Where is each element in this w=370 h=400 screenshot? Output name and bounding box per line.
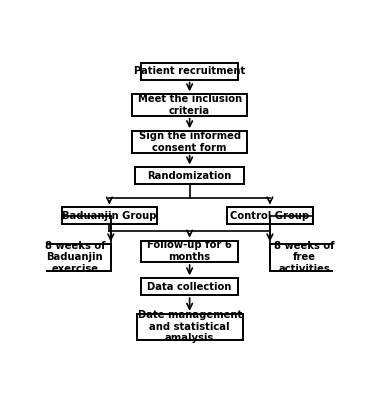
- Text: Data collection: Data collection: [147, 282, 232, 292]
- FancyBboxPatch shape: [141, 240, 238, 262]
- Text: Meet the inclusion
criteria: Meet the inclusion criteria: [138, 94, 242, 116]
- FancyBboxPatch shape: [62, 207, 157, 224]
- Text: Patient recruitment: Patient recruitment: [134, 66, 245, 76]
- Text: Sign the informed
consent form: Sign the informed consent form: [138, 131, 241, 153]
- Text: 8 weeks of
Baduanjin
exercise: 8 weeks of Baduanjin exercise: [45, 241, 105, 274]
- Text: Follow-up for 6
months: Follow-up for 6 months: [147, 240, 232, 262]
- Text: 8 weeks of
free
activities: 8 weeks of free activities: [274, 241, 334, 274]
- FancyBboxPatch shape: [135, 167, 244, 184]
- Text: Randomization: Randomization: [148, 171, 232, 181]
- FancyBboxPatch shape: [39, 244, 111, 270]
- Text: Baduanjin Group: Baduanjin Group: [62, 211, 157, 221]
- Text: Control Group: Control Group: [231, 211, 309, 221]
- FancyBboxPatch shape: [227, 207, 313, 224]
- FancyBboxPatch shape: [270, 244, 339, 270]
- Text: Date management
and statistical
amalysis: Date management and statistical amalysis: [138, 310, 242, 343]
- FancyBboxPatch shape: [141, 278, 238, 295]
- FancyBboxPatch shape: [132, 131, 247, 153]
- FancyBboxPatch shape: [132, 94, 247, 116]
- FancyBboxPatch shape: [137, 314, 243, 340]
- FancyBboxPatch shape: [141, 63, 238, 80]
